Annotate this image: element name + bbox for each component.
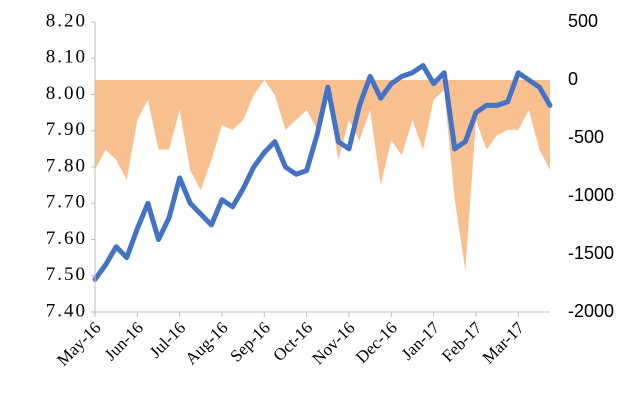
y-tick-label: 7.40 [46, 300, 87, 321]
y-tick-label: 7.80 [46, 155, 87, 176]
y2-tick-label: -500 [568, 127, 604, 147]
x-tick-label: Jun-16 [101, 318, 147, 364]
x-tick-label: Nov-16 [308, 318, 358, 368]
area [95, 80, 550, 271]
y-tick-label: 7.50 [46, 264, 87, 285]
y2-tick-label: -1500 [568, 243, 614, 263]
y-tick-label: 8.10 [46, 47, 87, 68]
x-tick-label: Oct-16 [269, 318, 316, 365]
y2-tick-label: 0 [568, 69, 578, 89]
x-tick-label: Mar-17 [479, 318, 529, 368]
y2-tick-label: -2000 [568, 301, 614, 321]
x-tick-label: Aug-16 [181, 318, 231, 368]
x-tick-label: Jan-17 [398, 318, 444, 364]
x-tick-label: Sep-16 [226, 318, 273, 365]
x-tick-label: Dec-16 [352, 318, 401, 367]
x-tick-label: May-16 [53, 318, 104, 369]
y-tick-label: 8.20 [46, 10, 87, 31]
line [92, 63, 553, 282]
y-tick-label: 8.00 [46, 83, 87, 104]
y-tick-label: 7.60 [46, 228, 87, 249]
y-tick-label: 7.70 [46, 192, 87, 213]
y2-tick-label: -1000 [568, 185, 614, 205]
y-tick-label: 7.90 [46, 119, 87, 140]
x-tick-label: Feb-17 [438, 318, 486, 366]
y2-tick-label: 500 [568, 11, 598, 31]
